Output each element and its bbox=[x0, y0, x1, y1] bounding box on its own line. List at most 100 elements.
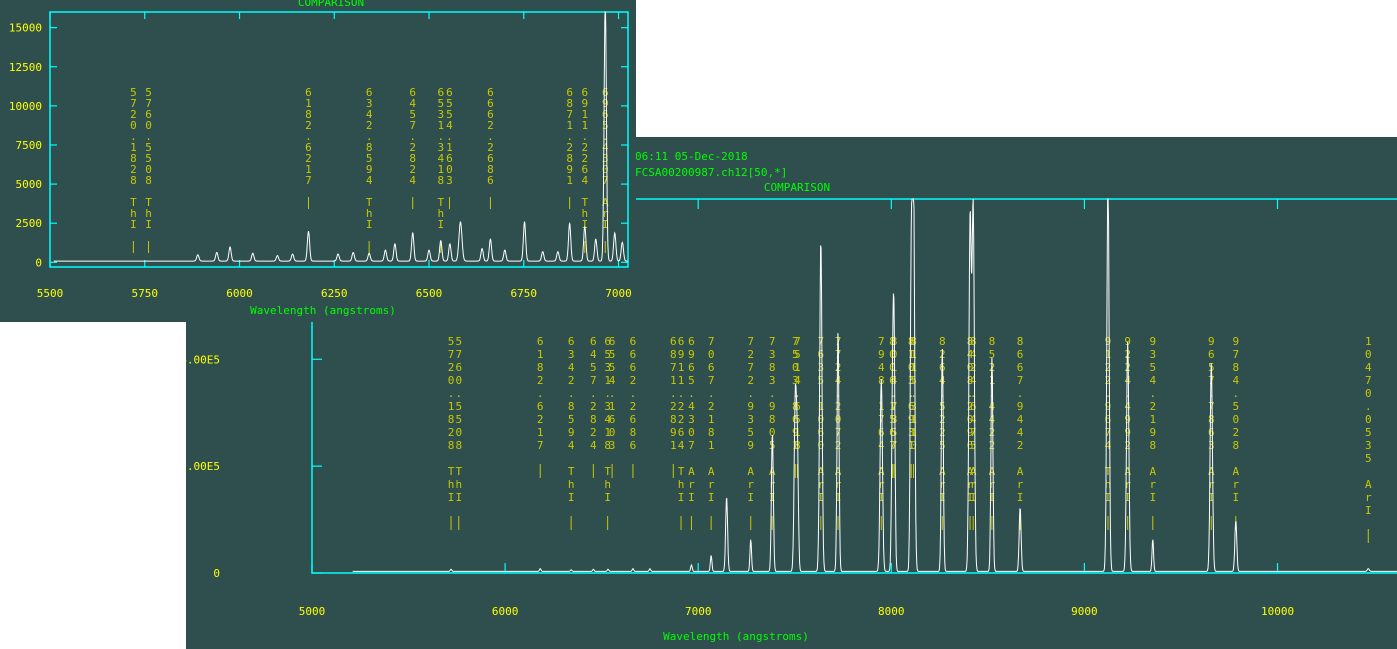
front-x-tick-label: 6500 bbox=[416, 287, 443, 300]
back-x-tick-label: 7000 bbox=[685, 605, 712, 618]
front-y-tick-label: 2500 bbox=[16, 217, 43, 230]
back-x-tick-label: 5000 bbox=[299, 605, 326, 618]
back-chart-title: COMPARISON bbox=[764, 181, 830, 194]
front-chart-title: COMPARISON bbox=[298, 0, 364, 9]
back-plot-frame bbox=[311, 198, 1397, 574]
front-x-axis-label: Wavelength (angstroms) bbox=[250, 304, 396, 317]
front-x-tick-label: 5500 bbox=[37, 287, 64, 300]
front-spectrum-line bbox=[53, 11, 628, 262]
back-x-tick-label: 6000 bbox=[492, 605, 519, 618]
front-y-tick-label: 15000 bbox=[9, 22, 42, 35]
front-x-tick-label: 6000 bbox=[226, 287, 253, 300]
front-x-tick-label: 6250 bbox=[321, 287, 348, 300]
front-x-tick-label: 7000 bbox=[605, 287, 632, 300]
back-spectrum-chart: 06:11 05-Dec-2018 FCSA00200987.ch12[50,*… bbox=[186, 150, 1397, 643]
front-spectrum-chart: COMPARISON 5500 5750 6000 6250 6500 6750 7000 … bbox=[9, 0, 632, 317]
back-y-tick-label: 0 bbox=[213, 567, 220, 580]
front-plot-frame bbox=[49, 11, 629, 268]
back-x-axis-label: Wavelength (angstroms) bbox=[663, 630, 809, 643]
back-header-timestamp: 06:11 05-Dec-2018 bbox=[635, 150, 748, 163]
back-x-tick-label: 9000 bbox=[1071, 605, 1098, 618]
front-y-tick-label: 0 bbox=[35, 256, 42, 269]
front-y-tick-label: 7500 bbox=[16, 139, 43, 152]
front-y-tick-label: 10000 bbox=[9, 100, 42, 113]
back-y-tick-label: 2.00E5 bbox=[186, 460, 220, 473]
back-x-tick-label: 10000 bbox=[1261, 605, 1294, 618]
back-spectrum-line bbox=[352, 198, 1397, 572]
front-y-tick-label: 5000 bbox=[16, 178, 43, 191]
front-y-tick-label: 12500 bbox=[9, 61, 42, 74]
front-spectrum-window[interactable]: COMPARISON 5500 5750 6000 6250 6500 6750 7000 … bbox=[0, 0, 636, 322]
back-y-tick-label: 4.00E5 bbox=[186, 353, 220, 366]
front-x-tick-label: 6750 bbox=[511, 287, 538, 300]
back-header-filename: FCSA00200987.ch12[50,*] bbox=[635, 166, 787, 179]
